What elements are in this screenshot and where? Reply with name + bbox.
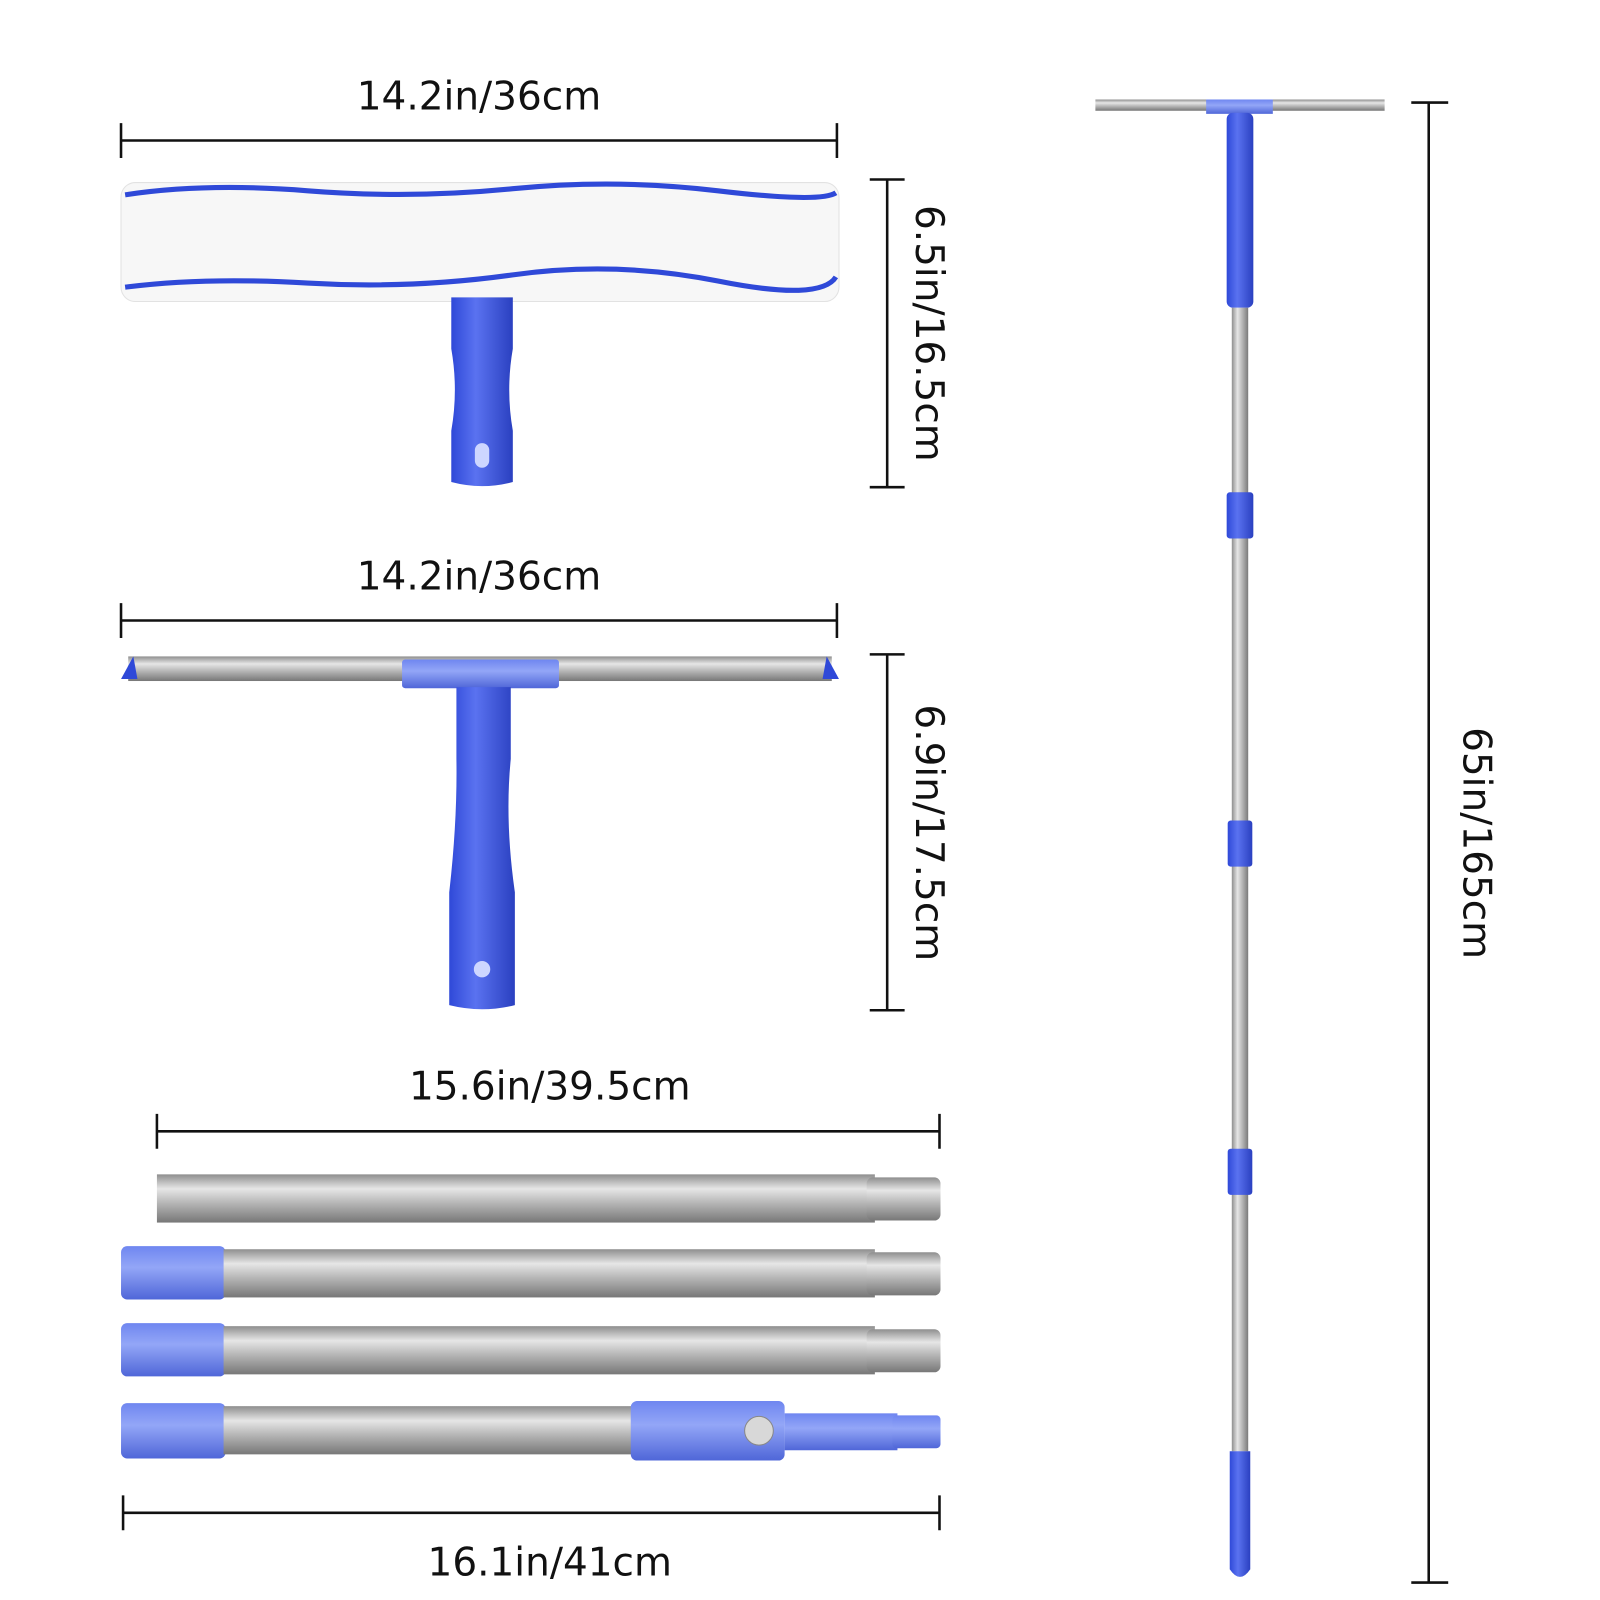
dimension-label: 65in/165cm	[1454, 727, 1499, 959]
dimension-label: 14.2in/36cm	[357, 75, 601, 120]
dimension-label: 6.9in/17.5cm	[906, 704, 951, 961]
pole-sections: 15.6in/39.5cm 16.1in/41cm	[121, 1064, 941, 1585]
assembled-tool: 65in/165cm	[1095, 99, 1499, 1584]
scrubber: 14.2in/36cm 6.5in/16.5cm	[119, 75, 951, 489]
squeegee: 14.2in/36cm 6.9in/17.5cm	[119, 555, 951, 1012]
dimension-label: 15.6in/39.5cm	[409, 1064, 691, 1109]
dimension-label: 14.2in/36cm	[357, 555, 601, 600]
dimension-label: 6.5in/16.5cm	[906, 205, 951, 462]
dimension-label: 16.1in/41cm	[428, 1540, 672, 1585]
